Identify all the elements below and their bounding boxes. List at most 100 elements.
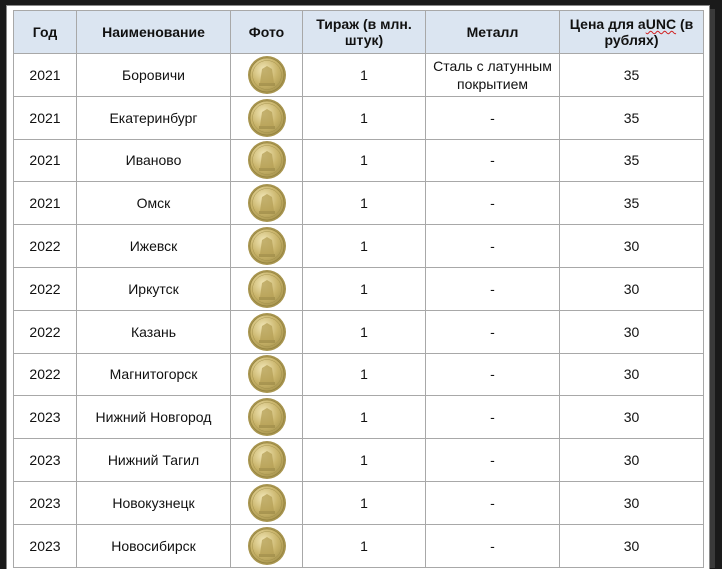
header-metal: Металл <box>425 10 560 54</box>
table-row: 2021 Омск 1-35 <box>13 181 704 226</box>
cell-photo <box>230 480 303 525</box>
table-row: 2023 Нижний Тагил 1-30 <box>13 438 704 482</box>
cell-year: 2021 <box>13 181 77 226</box>
cell-tirazh: 1 <box>302 480 426 525</box>
cell-photo <box>230 309 303 354</box>
cell-year: 2022 <box>13 309 77 354</box>
document-frame: Год Наименование Фото Тираж (в млн. штук… <box>6 5 710 569</box>
cell-photo <box>230 523 303 568</box>
cell-year: 2023 <box>13 395 77 440</box>
coin-image <box>247 398 286 437</box>
cell-year: 2023 <box>13 480 77 525</box>
table-row: 2021 Боровичи 1 Сталь с латунным покрытием 3… <box>13 53 704 97</box>
header-tirazh: Тираж (в млн. штук) <box>302 10 426 54</box>
header-price: Цена для aUNC (в рублях) <box>559 10 704 54</box>
coin-image <box>247 98 286 137</box>
cell-metal: - <box>425 480 560 525</box>
cell-tirazh: 1 <box>302 395 426 440</box>
cell-name: Казань <box>76 309 231 354</box>
cell-metal: - <box>425 352 560 397</box>
cell-metal: - <box>425 138 560 183</box>
cell-tirazh: 1 <box>302 438 426 482</box>
header-price-a: a <box>637 16 646 32</box>
coin-image <box>247 227 286 266</box>
cell-name: Новокузнецк <box>76 480 231 525</box>
cell-tirazh: 1 <box>302 309 426 354</box>
header-price-unc: UNC <box>645 16 677 32</box>
table-row: 2022 Магнитогорск 1-30 <box>13 352 704 397</box>
table-row: 2023 Нижний Новгород 1-30 <box>13 395 704 440</box>
cell-photo <box>230 95 303 140</box>
cell-photo <box>230 53 303 97</box>
cell-tirazh: 1 <box>302 95 426 140</box>
cell-tirazh: 1 <box>302 138 426 183</box>
cell-year: 2023 <box>13 438 77 482</box>
cell-metal: - <box>425 395 560 440</box>
coins-table: Год Наименование Фото Тираж (в млн. штук… <box>13 10 704 568</box>
coin-image <box>247 141 286 180</box>
cell-year: 2023 <box>13 523 77 568</box>
cell-metal: Сталь с латунным покрытием <box>425 53 560 97</box>
cell-name: Магнитогорск <box>76 352 231 397</box>
cell-name: Новосибирск <box>76 523 231 568</box>
coin-image <box>247 355 286 394</box>
cell-price: 35 <box>559 95 704 140</box>
cell-photo <box>230 138 303 183</box>
cell-photo <box>230 352 303 397</box>
cell-year: 2021 <box>13 53 77 97</box>
cell-name: Нижний Новгород <box>76 395 231 440</box>
coin-image <box>247 312 286 351</box>
cell-price: 30 <box>559 395 704 440</box>
cell-year: 2022 <box>13 352 77 397</box>
cell-photo <box>230 438 303 482</box>
cell-metal: - <box>425 523 560 568</box>
header-photo: Фото <box>230 10 303 54</box>
cell-metal: - <box>425 309 560 354</box>
cell-tirazh: 1 <box>302 224 426 268</box>
header-price-prefix: Цена для <box>569 16 638 32</box>
cell-name: Нижний Тагил <box>76 438 231 482</box>
cell-price: 35 <box>559 181 704 226</box>
table-row: 2022 Ижевск 1-30 <box>13 224 704 268</box>
table-row: 2022 Казань 1-30 <box>13 309 704 354</box>
cell-price: 30 <box>559 309 704 354</box>
cell-price: 30 <box>559 523 704 568</box>
table-row: 2023 Новокузнецк 1-30 <box>13 480 704 525</box>
coin-image <box>247 55 286 94</box>
cell-tirazh: 1 <box>302 352 426 397</box>
cell-photo <box>230 266 303 311</box>
cell-tirazh: 1 <box>302 181 426 226</box>
cell-year: 2021 <box>13 95 77 140</box>
cell-price: 30 <box>559 266 704 311</box>
cell-price: 30 <box>559 438 704 482</box>
header-year: Год <box>13 10 77 54</box>
cell-price: 30 <box>559 352 704 397</box>
cell-name: Омск <box>76 181 231 226</box>
cell-year: 2021 <box>13 138 77 183</box>
table-row: 2023 Новосибирск 1-30 <box>13 523 704 568</box>
cell-metal: - <box>425 266 560 311</box>
coin-image <box>247 483 286 522</box>
cell-metal: - <box>425 438 560 482</box>
cell-metal: - <box>425 181 560 226</box>
table-row: 2021 Иваново 1-35 <box>13 138 704 183</box>
cell-name: Ижевск <box>76 224 231 268</box>
cell-photo <box>230 181 303 226</box>
cell-photo <box>230 395 303 440</box>
table-row: 2022 Иркутск 1-30 <box>13 266 704 311</box>
cell-price: 30 <box>559 480 704 525</box>
header-price-suffix: (в рублях) <box>604 16 694 48</box>
coin-image <box>247 269 286 308</box>
cell-name: Екатеринбург <box>76 95 231 140</box>
window-shadow <box>708 9 715 568</box>
table-row: 2021 Екатеринбург 1-35 <box>13 95 704 140</box>
cell-metal: - <box>425 95 560 140</box>
cell-price: 35 <box>559 53 704 97</box>
cell-price: 35 <box>559 138 704 183</box>
cell-metal: - <box>425 224 560 268</box>
coin-image <box>247 184 286 223</box>
coin-image <box>247 441 286 480</box>
cell-year: 2022 <box>13 266 77 311</box>
cell-tirazh: 1 <box>302 53 426 97</box>
cell-name: Иркутск <box>76 266 231 311</box>
